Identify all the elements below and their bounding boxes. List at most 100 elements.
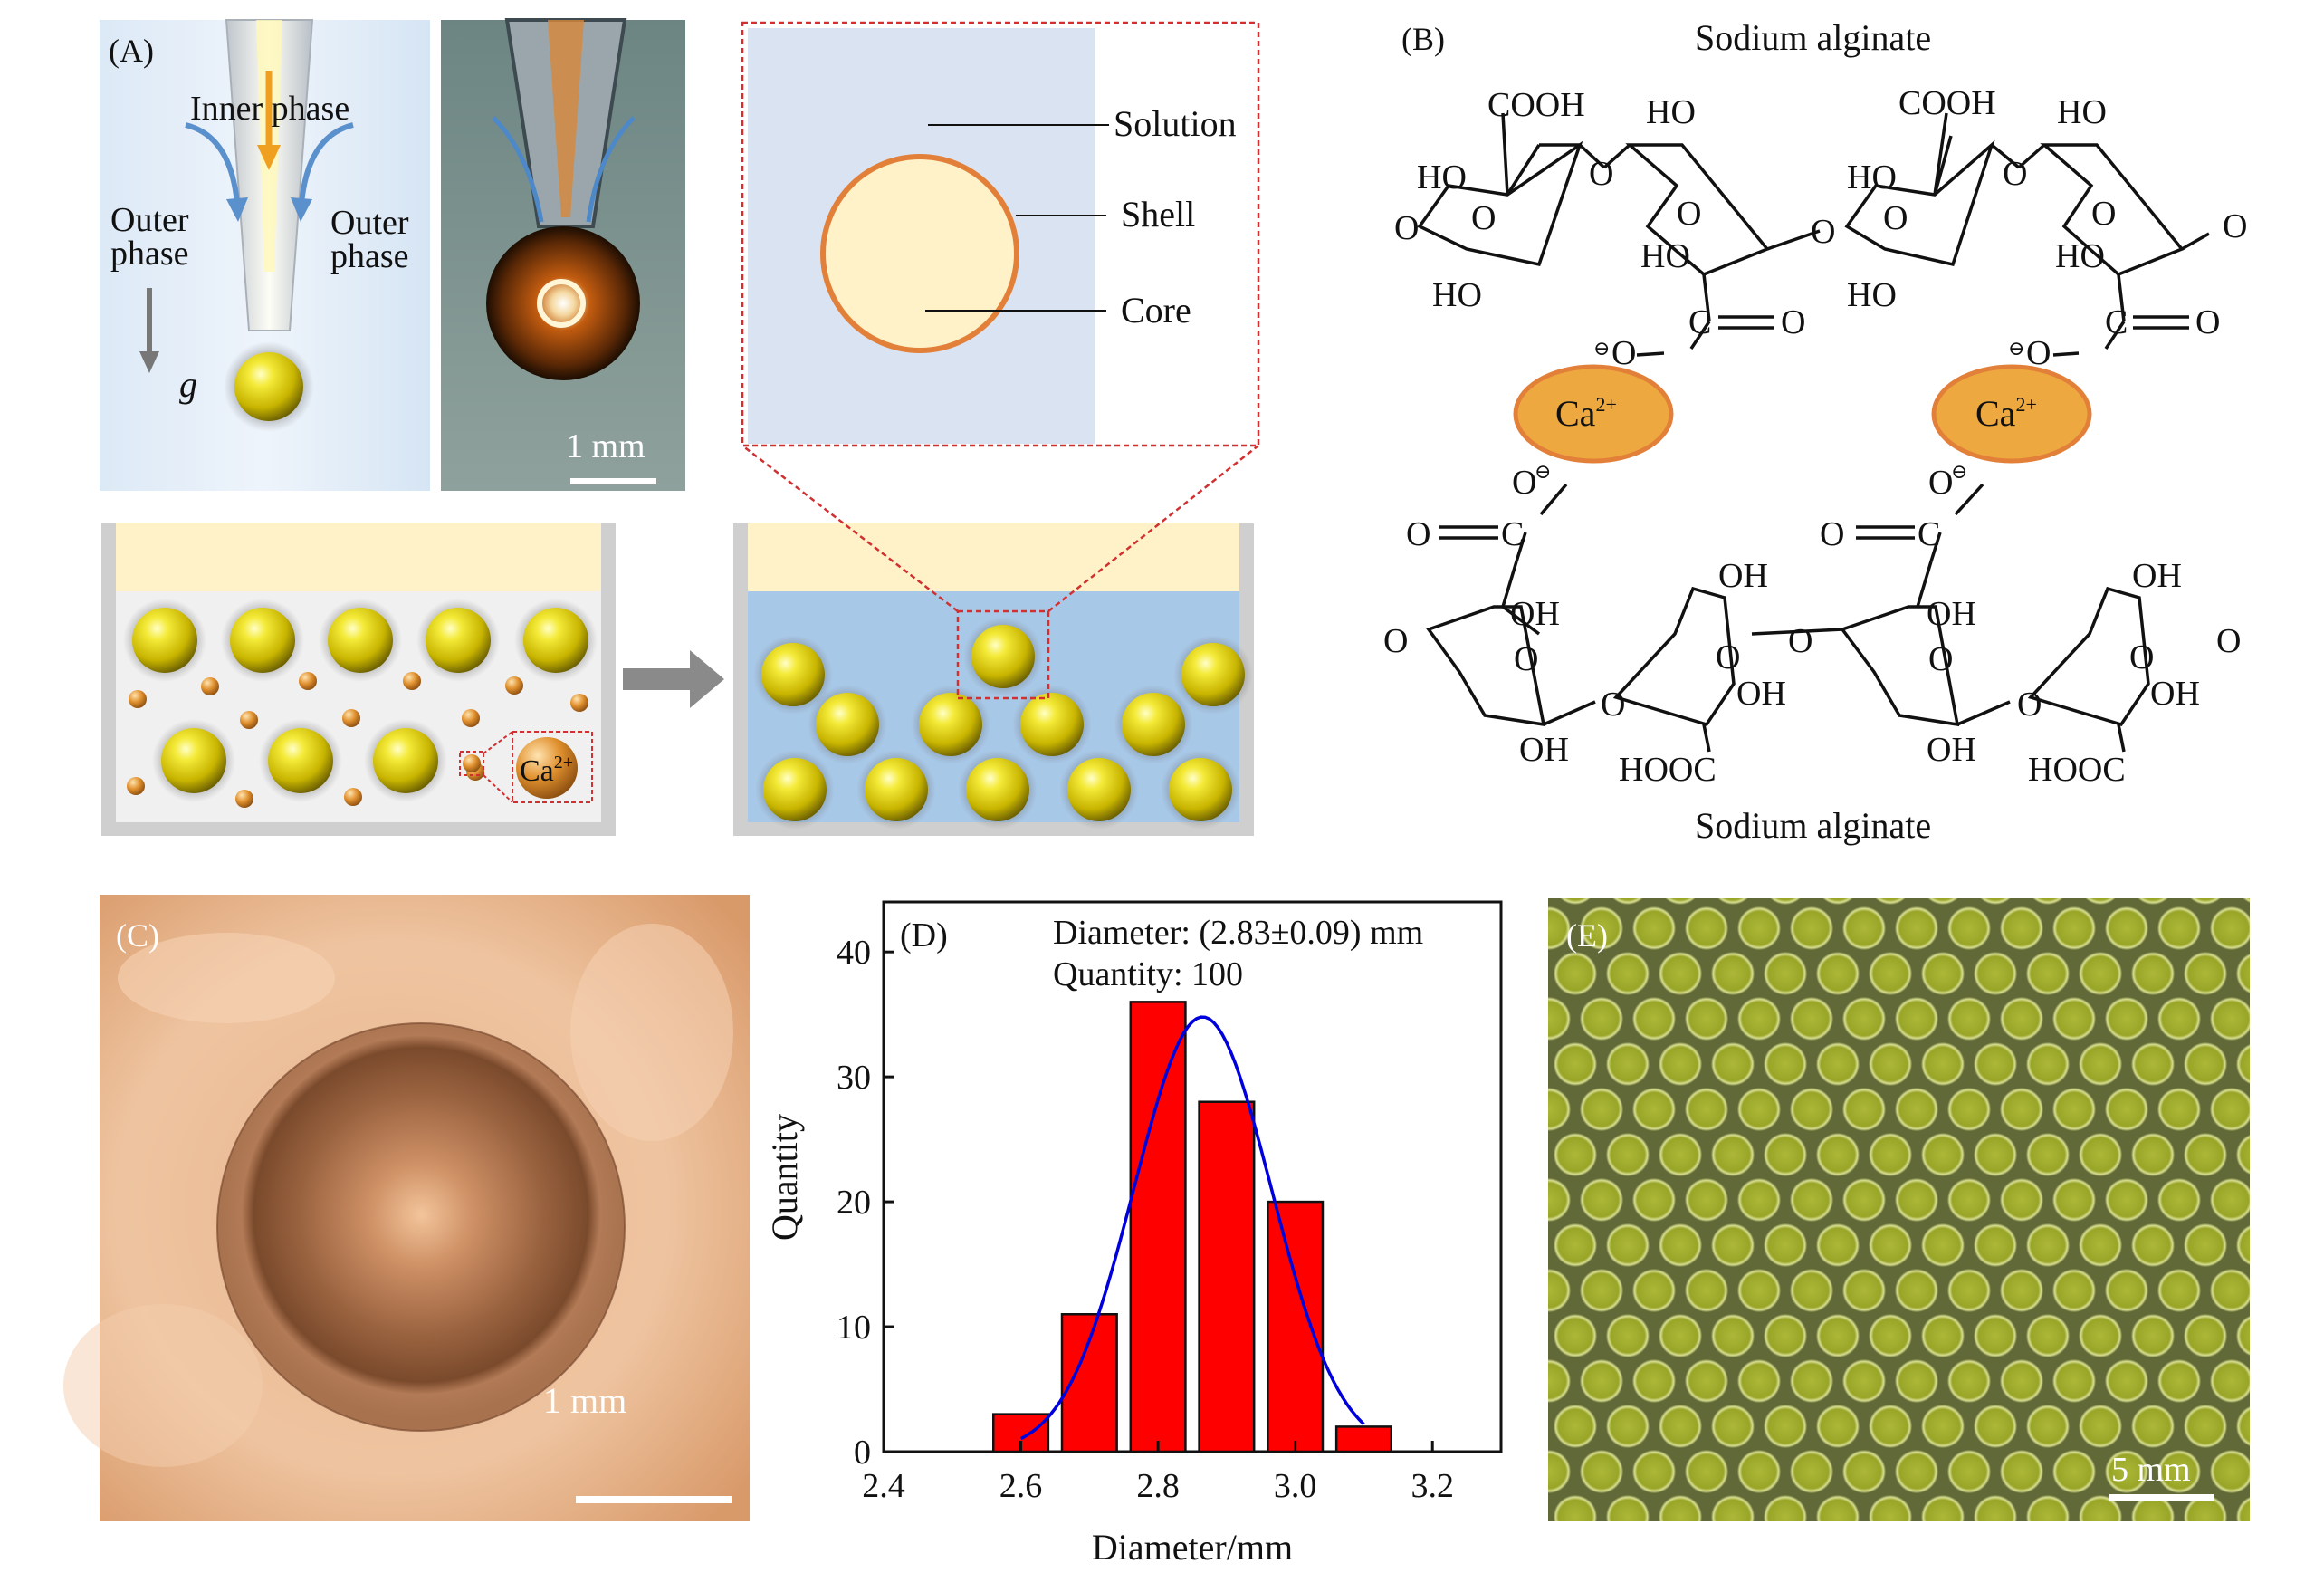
x-tick-label: 3.0: [1274, 1467, 1317, 1505]
photo-scale-bar-label: 1 mm: [566, 427, 646, 465]
calcium-ion-2-label: Ca2+: [1975, 393, 2037, 434]
svg-text:O: O: [2195, 303, 2220, 341]
svg-text:O: O: [1383, 622, 1408, 660]
beads-photo-scale-bar: [2109, 1494, 2214, 1501]
histogram-frame: [882, 900, 1503, 1453]
carboxylate-negative-charge-2: ⊖: [2008, 337, 2024, 360]
panel-a: (A) Inner phase Outer phase Outer phase …: [100, 18, 1260, 836]
alginate-upper-chain-bonds: [1417, 112, 2210, 357]
zoomed-ion-source: [463, 754, 481, 772]
svg-text:HOOC: HOOC: [1619, 751, 1717, 789]
svg-text:O: O: [2216, 622, 2241, 660]
panel-d-label: (D): [900, 916, 948, 954]
ion-callout-ball: [516, 737, 578, 799]
histogram-annotation-diameter: Diameter: (2.83±0.09) mm: [1053, 914, 1423, 952]
alginate-title-bottom: Sodium alginate: [1695, 805, 1931, 846]
y-tick-label: 20: [837, 1184, 871, 1222]
svg-text:O: O: [1811, 213, 1835, 251]
svg-text:O: O: [2223, 207, 2247, 245]
panel-e-label: (E): [1566, 917, 1608, 954]
svg-text:OH: OH: [1736, 675, 1786, 713]
bead-zoom-connectors: [741, 445, 1259, 612]
outer-phase-flow-left-arrow: [185, 122, 240, 205]
svg-text:OH: OH: [1927, 731, 1976, 769]
svg-text:O: O: [1514, 640, 1538, 678]
process-arrow: [623, 650, 724, 708]
core-label: Core: [1121, 290, 1191, 331]
histogram-annotation-quantity: Quantity: 100: [1053, 955, 1243, 993]
x-tick-label: 3.2: [1411, 1467, 1454, 1505]
svg-text:COOH: COOH: [1898, 84, 1996, 122]
svg-text:O: O: [1601, 686, 1625, 724]
solution-label: Solution: [1114, 103, 1237, 144]
bead-zoom-box: [956, 609, 1050, 700]
photo-droplet: [486, 226, 640, 380]
inner-phase-label: Inner phase: [190, 90, 349, 128]
svg-text:O: O: [1820, 515, 1844, 553]
histogram-bar: [1334, 1425, 1393, 1453]
beads-photo-beads: [1548, 898, 2250, 1521]
outer-phase-right-label-2: phase: [330, 237, 409, 275]
photo-scale-bar: [570, 478, 656, 484]
panel-c: 1 mm (C): [63, 895, 750, 1521]
svg-text:O: O: [2017, 686, 2042, 724]
shell-label: Shell: [1121, 194, 1195, 235]
svg-text:O: O: [1928, 464, 1953, 502]
svg-text:HO: HO: [2055, 237, 2105, 275]
gravity-label: g: [179, 364, 197, 405]
gravity-arrowhead: [139, 351, 159, 373]
svg-text:C: C: [1918, 515, 1940, 553]
photo-flow-left-arrow: [492, 116, 544, 223]
alginate-title-top: Sodium alginate: [1695, 17, 1931, 58]
panel-d-histogram: 2.4 2.6 2.8 3.0 3.2 0 10 20 30 40 (D) Diameter: …: [764, 900, 1503, 1568]
histogram-bars: [991, 1001, 1393, 1453]
svg-text:O: O: [1406, 515, 1430, 553]
x-tick-label: 2.6: [999, 1467, 1043, 1505]
svg-text:O: O: [1928, 640, 1953, 678]
svg-text:HOOC: HOOC: [2028, 751, 2126, 789]
y-tick-label: 0: [854, 1434, 871, 1472]
svg-text:O: O: [2129, 638, 2154, 676]
beads-photo-scale-bar-label: 5 mm: [2111, 1451, 2191, 1489]
calcium-ions-left: [127, 672, 588, 808]
svg-text:HO: HO: [1640, 237, 1690, 275]
panel-a-label: (A): [109, 33, 154, 69]
panel-c-label: (C): [116, 917, 159, 954]
svg-text:C: C: [1688, 303, 1711, 341]
photo-inner-stream: [548, 20, 584, 217]
svg-text:OH: OH: [1510, 595, 1560, 633]
calcium-ion-1-label: Ca2+: [1555, 393, 1617, 434]
histogram-y-ticks: 0 10 20 30 40: [837, 934, 894, 1472]
svg-text:HO: HO: [2057, 93, 2107, 131]
svg-text:O: O: [2091, 195, 2116, 233]
svg-text:HO: HO: [1847, 276, 1897, 314]
micrograph-scale-bar: [576, 1496, 732, 1503]
histogram-x-axis-label: Diameter/mm: [1092, 1527, 1293, 1568]
svg-text:COOH: COOH: [1487, 86, 1585, 124]
outer-phase-right-label-1: Outer: [330, 204, 409, 242]
svg-text:O: O: [1471, 199, 1496, 237]
svg-text:OH: OH: [1519, 731, 1569, 769]
x-tick-label: 2.4: [862, 1467, 905, 1505]
svg-text:HO: HO: [1432, 276, 1482, 314]
panel-b: (B) Sodium alginate Sodium alginate COOH…: [1383, 17, 2247, 846]
svg-text:O: O: [1677, 195, 1701, 233]
ion-zoom-box: [459, 751, 484, 776]
ion-callout-label: Ca2+: [520, 753, 573, 788]
calcium-ion-2: [1931, 364, 2092, 464]
panel-b-label: (B): [1401, 21, 1445, 57]
alginate-lower-chain-labels: O O O C O C OH OH O OH O O O OH O O O O …: [1383, 464, 2241, 789]
outer-phase-flow-right-arrowhead: [291, 197, 312, 222]
outer-phase-flow-left-arrowhead: [226, 197, 248, 222]
y-tick-label: 30: [837, 1059, 871, 1097]
svg-text:O: O: [1781, 303, 1805, 341]
svg-text:OH: OH: [2132, 557, 2182, 595]
svg-text:OH: OH: [1718, 557, 1768, 595]
svg-text:O: O: [1883, 199, 1908, 237]
gaussian-fit-curve: [1019, 1015, 1365, 1441]
photo-droplet-highlight: [537, 279, 586, 328]
ion-callout-connectors: [483, 731, 513, 803]
svg-text:HO: HO: [1646, 93, 1696, 131]
svg-text:OH: OH: [1927, 595, 1976, 633]
